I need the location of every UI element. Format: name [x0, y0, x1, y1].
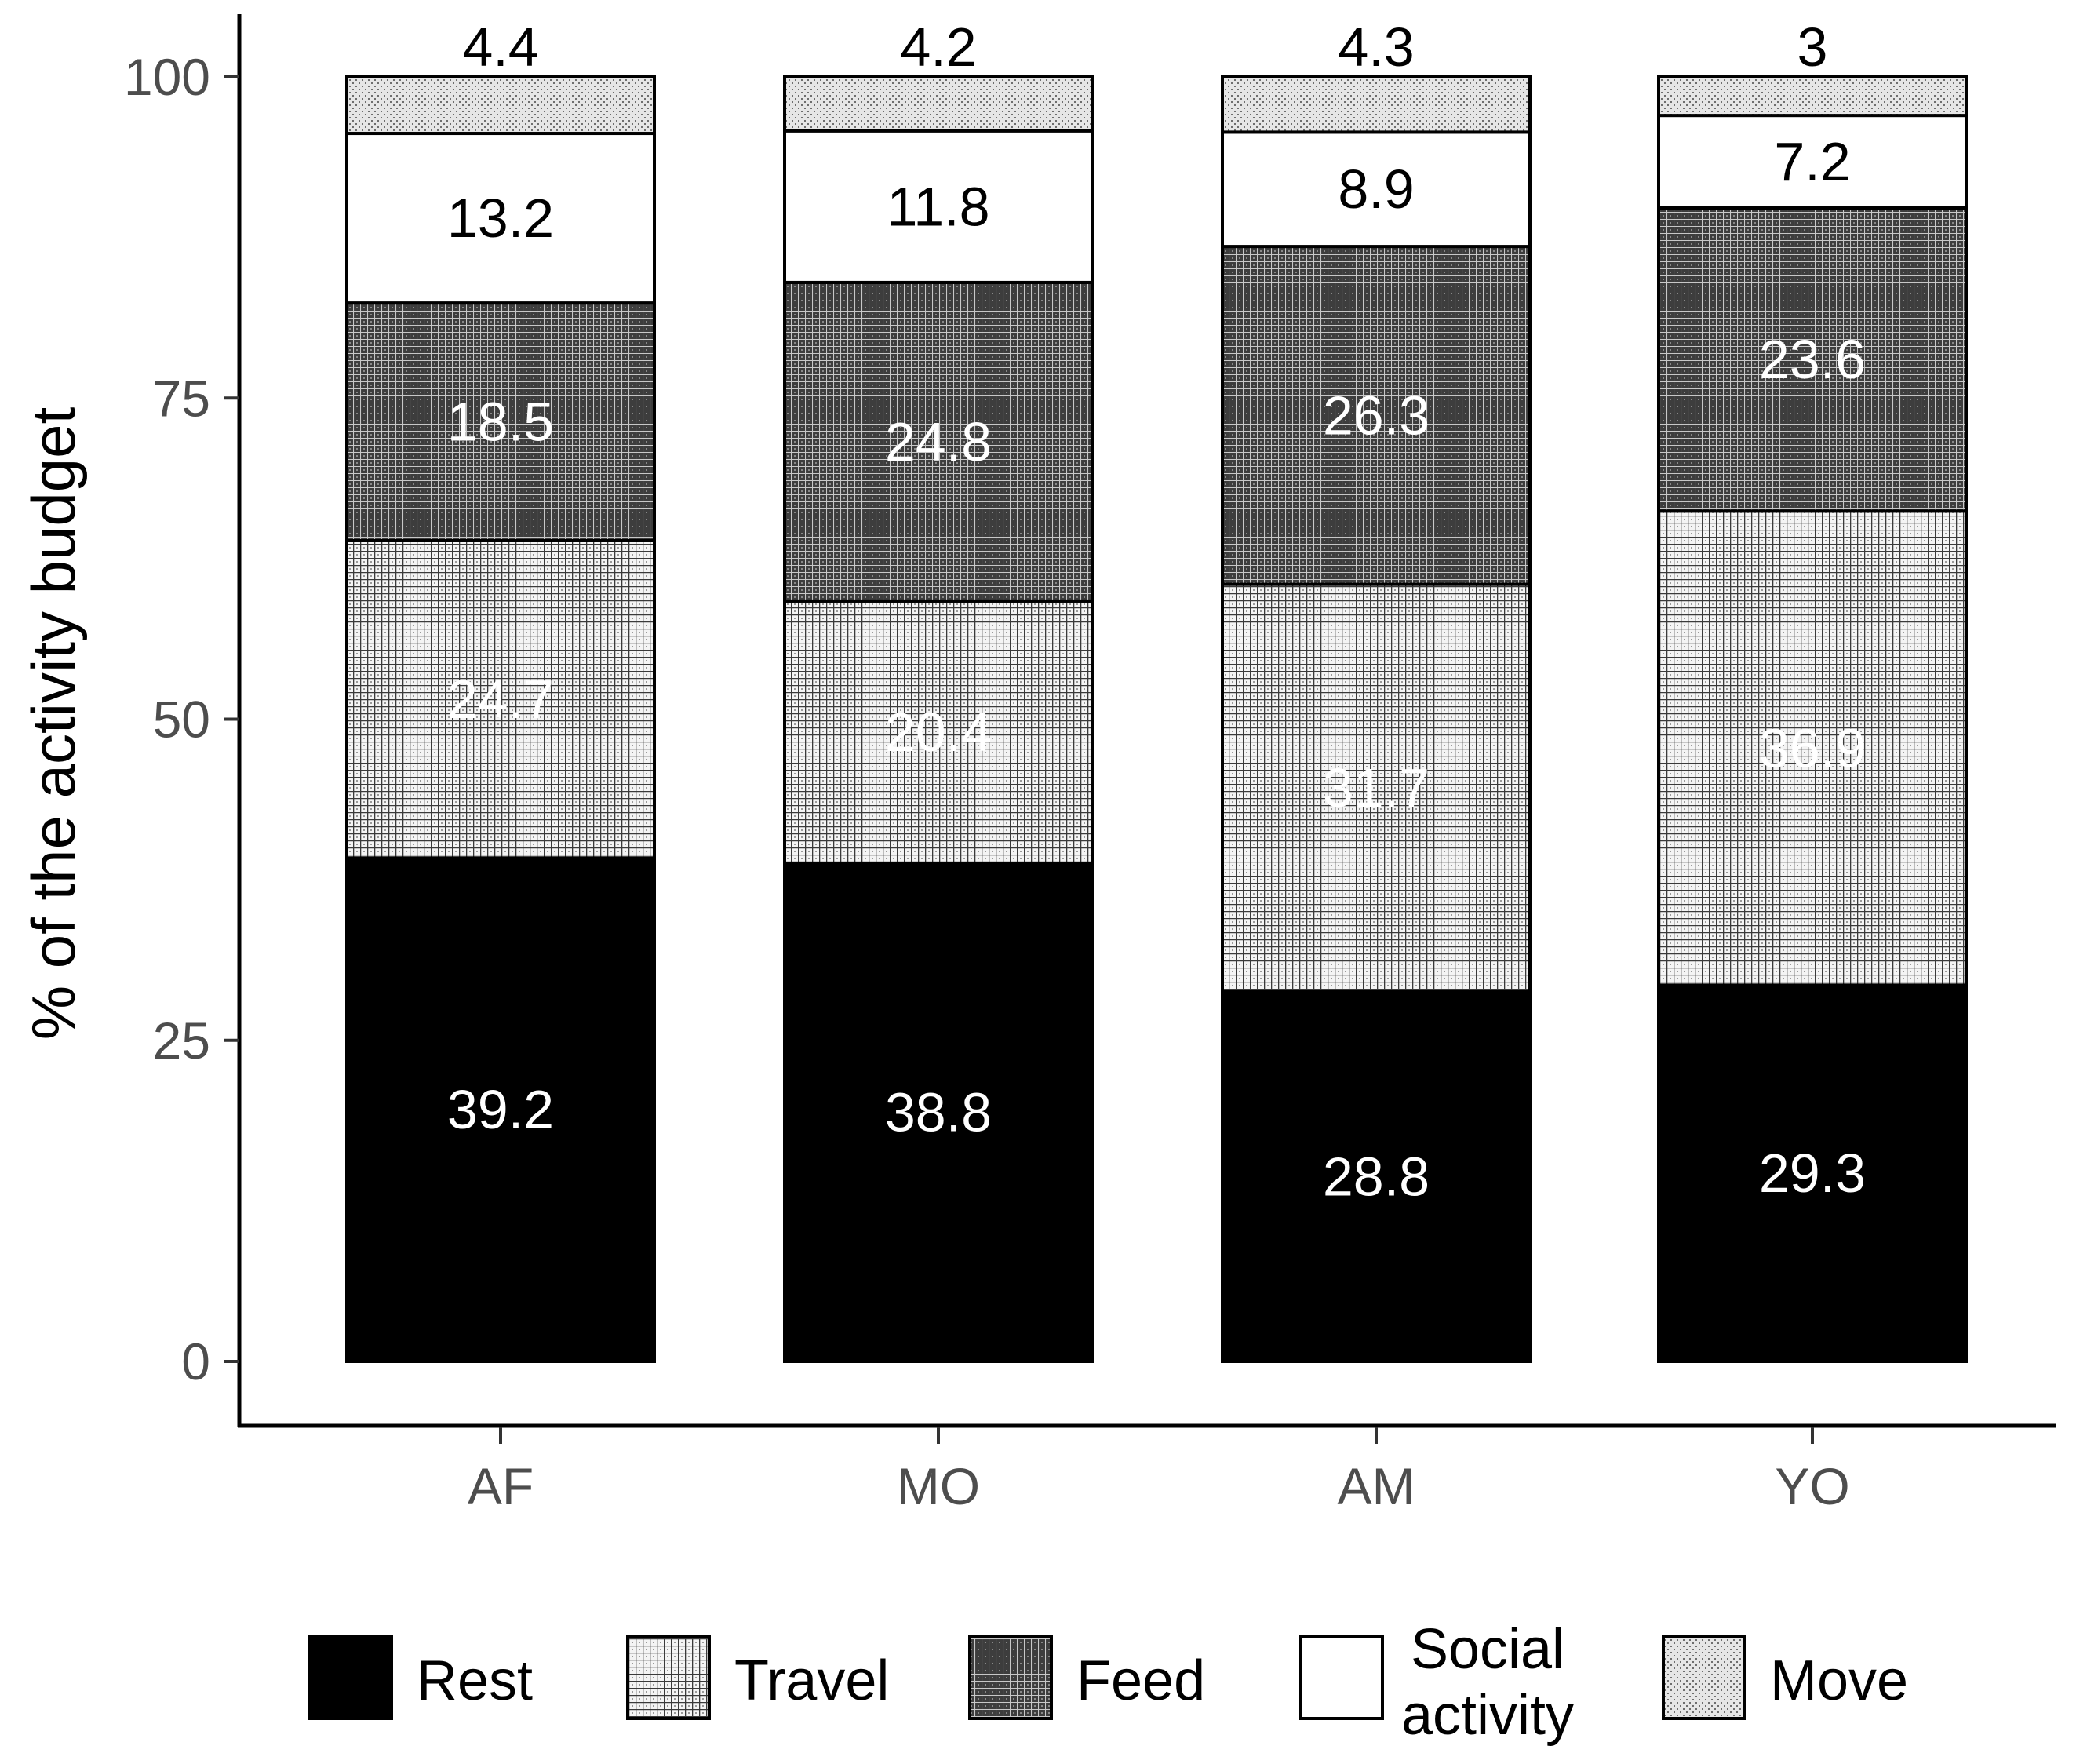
legend-label-social-activity: Social activity	[1401, 1618, 1574, 1747]
y-tick-label-0: 0	[181, 1332, 210, 1390]
bar-segment-am-social-activity	[1221, 130, 1532, 249]
legend-key-social-activity	[1299, 1635, 1384, 1720]
data-label-mo-travel: 20.4	[885, 702, 992, 763]
legend-label-rest: Rest	[417, 1649, 533, 1712]
bar-segment-yo-feed	[1657, 206, 1968, 513]
legend-key-rest	[308, 1635, 393, 1720]
data-label-am-move: 4.3	[1338, 16, 1414, 78]
y-tick-label-50: 50	[153, 691, 210, 749]
data-label-mo-feed: 24.8	[885, 411, 992, 472]
legend-key-move	[1662, 1635, 1746, 1720]
data-label-af-move: 4.4	[462, 16, 538, 78]
data-label-am-feed: 26.3	[1323, 385, 1430, 446]
bar-segment-mo-rest	[783, 861, 1094, 1363]
bars-layer	[345, 75, 1968, 1363]
data-label-mo-rest: 38.8	[885, 1081, 992, 1143]
bar-segment-af-travel	[345, 538, 656, 860]
bar-segment-mo-feed	[783, 280, 1094, 603]
y-axis-title: % of the activity budget	[19, 406, 88, 1040]
data-label-af-feed: 18.5	[447, 392, 554, 453]
data-label-yo-rest: 29.3	[1759, 1143, 1866, 1204]
legend-label-feed: Feed	[1076, 1649, 1205, 1712]
legend-key-travel	[626, 1635, 711, 1720]
bar-segment-mo-move	[783, 75, 1094, 133]
data-label-af-travel: 24.7	[447, 669, 554, 730]
y-tick-label-25: 25	[153, 1011, 210, 1070]
y-axis-ticks: 0 25 50 75 100	[124, 48, 239, 1390]
data-label-yo-move: 3	[1797, 16, 1828, 78]
x-tick-label-am: AM	[1338, 1457, 1415, 1515]
bar-segment-af-move	[345, 75, 656, 136]
bar-segment-yo-move	[1657, 75, 1968, 118]
y-tick-label-100: 100	[124, 48, 210, 106]
x-tick-label-yo: YO	[1775, 1457, 1849, 1515]
x-axis-ticks: AF MO AM YO	[468, 1427, 1850, 1515]
bar-segment-mo-social-activity	[783, 129, 1094, 284]
data-label-mo-move: 4.2	[900, 16, 976, 78]
data-label-yo-travel: 36.9	[1759, 717, 1866, 778]
data-label-yo-feed: 23.6	[1759, 329, 1866, 390]
segment-labels-layer: 39.2 24.7 18.5 13.2 4.4 38.8 20.4 24.8 11.8 4.2 28…	[447, 16, 1866, 1207]
bar-segment-af-rest	[345, 856, 656, 1363]
x-tick-label-mo: MO	[897, 1457, 980, 1515]
data-label-am-social-activity: 8.9	[1338, 159, 1414, 220]
legend-key-feed	[968, 1635, 1053, 1720]
legend-label-travel: Travel	[734, 1649, 889, 1712]
bar-segment-yo-social-activity	[1657, 114, 1968, 210]
data-label-am-rest: 28.8	[1323, 1146, 1430, 1207]
bar-segment-yo-rest	[1657, 983, 1968, 1363]
legend-label-move: Move	[1770, 1649, 1908, 1712]
legend: Rest Travel Feed Social activity Move	[308, 1618, 1908, 1747]
bar-segment-am-feed	[1221, 245, 1532, 586]
data-label-mo-social-activity: 11.8	[887, 176, 989, 237]
bar-segment-am-travel	[1221, 582, 1532, 993]
data-label-af-rest: 39.2	[447, 1079, 554, 1140]
data-label-am-travel: 31.7	[1323, 757, 1430, 818]
x-tick-label-af: AF	[468, 1457, 534, 1515]
y-tick-label-75: 75	[153, 369, 210, 427]
bar-segment-mo-travel	[783, 599, 1094, 865]
bar-segment-am-rest	[1221, 990, 1532, 1363]
data-label-af-social-activity: 13.2	[447, 188, 554, 249]
data-label-yo-social-activity: 7.2	[1774, 131, 1850, 192]
bar-segment-am-move	[1221, 75, 1532, 134]
bar-segment-af-social-activity	[345, 132, 656, 305]
